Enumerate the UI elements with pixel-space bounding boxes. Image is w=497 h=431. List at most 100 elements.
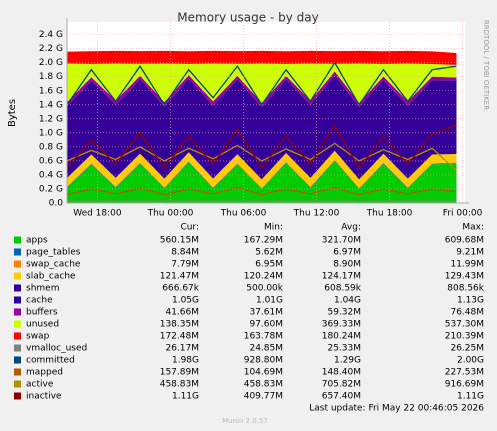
area-unused — [67, 63, 457, 103]
legend-value: 172.48M — [160, 332, 199, 342]
legend-value: 1.13G — [457, 296, 484, 306]
y-tick-label: 0.6 G — [39, 156, 63, 166]
legend-value: 705.82M — [322, 380, 361, 390]
legend-value: 24.85M — [249, 344, 283, 354]
x-tick-label: Thu 00:00 — [147, 209, 194, 219]
legend-value: 1.01G — [256, 296, 283, 306]
legend-value: 180.24M — [322, 332, 361, 342]
x-tick-label: Wed 18:00 — [73, 209, 122, 219]
legend-value: 120.24M — [244, 272, 283, 282]
legend-value: 7.79M — [171, 260, 199, 270]
y-tick-label: 2.4 G — [39, 30, 63, 40]
y-tick-label: 0.0 — [49, 199, 64, 209]
legend-header: Avg: — [341, 223, 361, 233]
legend-header: Cur: — [180, 223, 199, 233]
legend-swatch — [14, 296, 21, 304]
legend-swatch — [14, 368, 21, 376]
legend-header: Max: — [462, 223, 484, 233]
legend-name: apps — [26, 236, 48, 246]
legend-swatch — [14, 284, 21, 292]
legend-value: 1.98G — [172, 356, 199, 366]
legend-value: 321.70M — [322, 236, 361, 246]
area-swap — [67, 50, 457, 65]
legend-name: committed — [26, 356, 75, 366]
area-slab-cache — [67, 150, 457, 188]
legend-name: buffers — [26, 308, 58, 318]
legend-value: 928.80M — [244, 356, 283, 366]
legend-value: 666.67k — [162, 284, 199, 294]
legend-swatch — [14, 236, 21, 244]
legend-value: 608.59k — [324, 284, 361, 294]
legend-name: swap_cache — [26, 260, 81, 270]
legend-value: 97.60M — [249, 320, 283, 330]
legend-name: page_tables — [26, 248, 81, 258]
legend-value: 2.00G — [457, 356, 484, 366]
legend-value: 210.39M — [445, 332, 484, 342]
legend-swatch — [14, 260, 21, 268]
legend-value: 500.00k — [246, 284, 283, 294]
legend-value: 25.33M — [327, 344, 361, 354]
legend-value: 369.33M — [322, 320, 361, 330]
legend-value: 409.77M — [244, 392, 283, 402]
legend-value: 9.21M — [456, 248, 484, 258]
legend-name: vmalloc_used — [26, 344, 87, 354]
legend-value: 59.32M — [327, 308, 361, 318]
legend-value: 6.97M — [333, 248, 361, 258]
legend-value: 1.11G — [172, 392, 199, 402]
legend-value: 1.05G — [172, 296, 199, 306]
y-tick-label: 2.0 G — [39, 58, 63, 68]
legend-swatch — [14, 320, 21, 328]
x-tick-label: Thu 12:00 — [293, 209, 340, 219]
y-tick-label: 0.8 G — [39, 142, 63, 152]
y-tick-label: 1.0 G — [39, 128, 63, 138]
legend-value: 148.40M — [322, 368, 361, 378]
legend-name: swap — [26, 332, 50, 342]
y-tick-label: 1.8 G — [39, 72, 63, 82]
legend-value: 657.40M — [322, 392, 361, 402]
x-tick-label: Thu 18:00 — [366, 209, 413, 219]
y-axis-label: Bytes — [7, 99, 18, 127]
legend-value: 163.78M — [244, 332, 283, 342]
legend-value: 104.69M — [244, 368, 283, 378]
legend-value: 227.53M — [445, 368, 484, 378]
y-tick-label: 2.2 G — [39, 44, 63, 54]
legend-value: 8.90M — [333, 260, 361, 270]
legend-value: 6.95M — [255, 260, 283, 270]
legend-name: cache — [26, 296, 53, 306]
legend-name: active — [26, 380, 54, 390]
legend-name: slab_cache — [26, 272, 76, 282]
legend-value: 11.99M — [450, 260, 484, 270]
legend-value: 1.11G — [457, 392, 484, 402]
legend-swatch — [14, 308, 21, 316]
line-inactive — [66, 124, 457, 170]
legend-value: 458.83M — [160, 380, 199, 390]
chart-title: Memory usage - by day — [177, 11, 318, 25]
legend-swatch — [14, 356, 21, 364]
legend-value: 1.04G — [334, 296, 361, 306]
legend-value: 916.69M — [445, 380, 484, 390]
area-cache — [67, 74, 457, 180]
legend-value: 157.89M — [160, 368, 199, 378]
line-mapped — [66, 186, 457, 196]
legend-header: Min: — [264, 223, 283, 233]
legend-swatch — [14, 332, 21, 340]
legend-value: 129.43M — [445, 272, 484, 282]
legend-value: 124.17M — [322, 272, 361, 282]
y-tick-label: 0.4 G — [39, 170, 63, 180]
legend-value: 26.17M — [165, 344, 199, 354]
legend-value: 8.84M — [171, 248, 199, 258]
legend-name: inactive — [26, 392, 62, 402]
legend-value: 808.56k — [447, 284, 484, 294]
legend-value: 609.68M — [445, 236, 484, 246]
legend-swatch — [14, 344, 21, 352]
legend-swatch — [14, 380, 21, 388]
legend-value: 560.15M — [160, 236, 199, 246]
area-apps — [67, 160, 457, 203]
legend-name: mapped — [26, 368, 63, 378]
legend-value: 76.48M — [450, 308, 484, 318]
line-active — [66, 142, 457, 172]
legend-name: shmem — [26, 284, 59, 294]
last-update: Last update: Fri May 22 00:46:05 2026 — [309, 404, 484, 414]
